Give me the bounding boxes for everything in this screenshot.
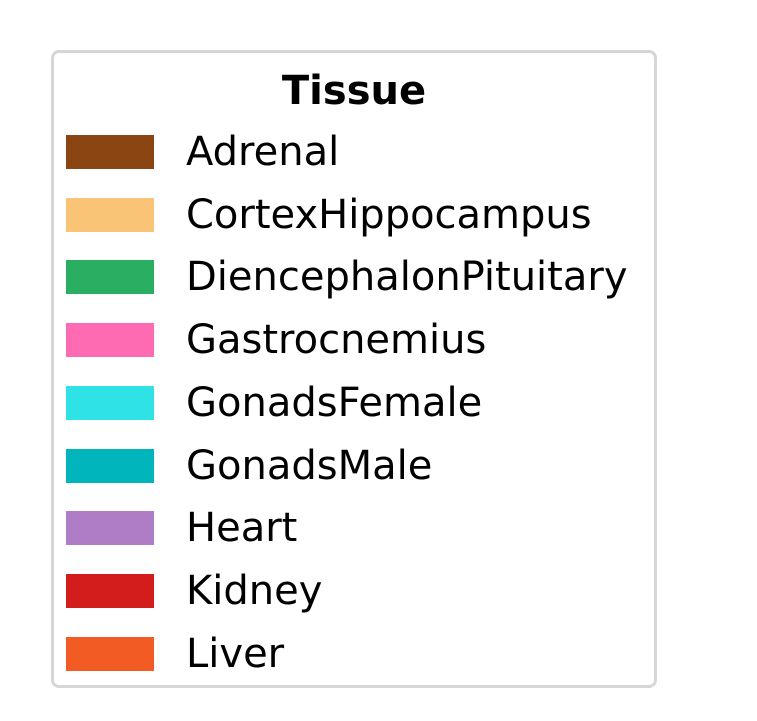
- legend-swatch: [66, 323, 154, 358]
- legend-swatch: [66, 197, 154, 232]
- legend-label: Adrenal: [186, 129, 340, 175]
- legend-label: GonadsFemale: [186, 379, 483, 426]
- legend-item: Kidney: [66, 566, 322, 616]
- legend-swatch: [66, 573, 154, 608]
- legend-label: Heart: [186, 505, 298, 552]
- legend-swatch: [66, 135, 154, 169]
- legend-swatch: [66, 385, 154, 420]
- legend-swatch: [66, 511, 154, 546]
- legend-label: Liver: [186, 630, 285, 677]
- legend-box: Tissue Adrenal CortexHippocampus Diencepha…: [51, 50, 657, 688]
- legend-label: Kidney: [186, 567, 323, 614]
- legend-item: DiencephalonPituitary: [66, 252, 627, 302]
- legend-swatch: [66, 260, 154, 295]
- legend-item: Adrenal: [66, 127, 339, 177]
- legend-item: CortexHippocampus: [66, 190, 592, 240]
- legend-item: Gastrocnemius: [66, 315, 486, 365]
- legend-title: Tissue: [281, 68, 427, 114]
- legend-item: GonadsFemale: [66, 378, 482, 428]
- legend-swatch: [66, 636, 154, 671]
- legend-swatch: [66, 448, 154, 483]
- legend-item: Liver: [66, 629, 284, 679]
- legend-item: Heart: [66, 503, 297, 553]
- legend-label: CortexHippocampus: [186, 191, 592, 238]
- legend-label: GonadsMale: [186, 442, 433, 489]
- legend-label: DiencephalonPituitary: [186, 254, 628, 301]
- legend-item: GonadsMale: [66, 441, 432, 491]
- legend-label: Gastrocnemius: [186, 317, 487, 364]
